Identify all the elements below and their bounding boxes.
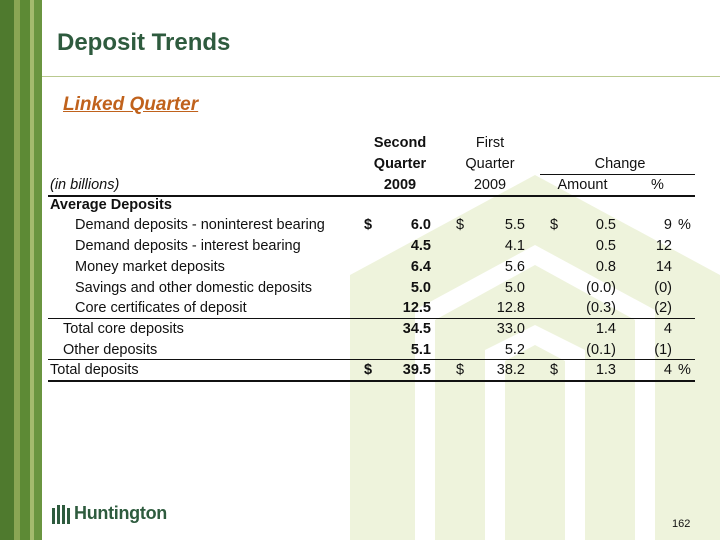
q1-value: 4.1	[504, 238, 525, 254]
q2-value: 39.5	[402, 362, 431, 378]
header-pct: %	[651, 177, 664, 193]
change-underline	[540, 174, 695, 175]
change-pct: 4	[663, 362, 672, 378]
subtotal-rule-top	[48, 318, 695, 319]
q2-value: 34.5	[402, 321, 431, 337]
q1-value: 33.0	[496, 321, 525, 337]
huntington-logo-icon	[52, 504, 70, 524]
huntington-logo: Huntington	[52, 503, 167, 524]
q2-value: 5.1	[410, 342, 431, 358]
q2-value: 6.0	[410, 217, 431, 233]
pct-suffix: %	[678, 217, 691, 233]
change-pct: (0)	[654, 280, 672, 296]
change-amount: 1.4	[595, 321, 616, 337]
q2-value: 5.0	[410, 280, 431, 296]
units-label: (in billions)	[50, 177, 120, 193]
change-pct: 9	[663, 217, 672, 233]
change-pct: 12	[655, 238, 672, 254]
header-q2-line2: Quarter	[373, 156, 427, 172]
row-label: Total deposits	[50, 362, 139, 378]
q1-currency: $	[456, 217, 465, 233]
change-pct: (2)	[654, 300, 672, 316]
q2-currency: $	[364, 217, 373, 233]
row-label: Money market deposits	[75, 259, 225, 275]
row-label: Demand deposits - noninterest bearing	[75, 217, 325, 233]
row-label: Savings and other domestic deposits	[75, 280, 312, 296]
q2-value: 12.5	[402, 300, 431, 316]
subtitle: Linked Quarter	[63, 94, 199, 115]
q2-value: 6.4	[410, 259, 431, 275]
change-amount: 0.5	[595, 238, 616, 254]
header-q1-line3: 2009	[473, 177, 507, 193]
watermark-logo	[350, 175, 720, 540]
page-number: 162	[672, 518, 691, 530]
change-currency: $	[550, 217, 559, 233]
header-amount: Amount	[557, 177, 608, 193]
change-amount: (0.3)	[586, 300, 616, 316]
row-label: Demand deposits - interest bearing	[75, 238, 301, 254]
q1-value: 5.0	[504, 280, 525, 296]
change-amount: 1.3	[595, 362, 616, 378]
header-q2-line3: 2009	[383, 177, 417, 193]
q1-value: 5.2	[504, 342, 525, 358]
q1-value: 38.2	[496, 362, 525, 378]
row-label: Other deposits	[63, 342, 158, 358]
q1-value: 5.5	[504, 217, 525, 233]
q1-value: 5.6	[504, 259, 525, 275]
header-divider	[42, 76, 720, 77]
change-amount: (0.1)	[586, 342, 616, 358]
change-amount: (0.0)	[586, 280, 616, 296]
q2-value: 4.5	[410, 238, 431, 254]
change-amount: 0.8	[595, 259, 616, 275]
change-currency: $	[550, 362, 559, 378]
logo-text: Huntington	[74, 503, 167, 523]
row-label: Total core deposits	[63, 321, 184, 337]
change-pct: 4	[663, 321, 672, 337]
header-rule	[48, 195, 695, 197]
change-pct: 14	[655, 259, 672, 275]
q1-currency: $	[456, 362, 465, 378]
section-label: Average Deposits	[50, 197, 172, 213]
change-pct: (1)	[654, 342, 672, 358]
total-rule	[48, 380, 695, 382]
pct-suffix: %	[678, 362, 691, 378]
row-label: Core certificates of deposit	[75, 300, 247, 316]
header-change: Change	[594, 156, 646, 172]
q1-value: 12.8	[496, 300, 525, 316]
header-q2-line1: Second	[373, 135, 427, 151]
q2-currency: $	[364, 362, 373, 378]
subtotal-rule-bottom	[48, 359, 695, 360]
left-stripes	[0, 0, 42, 540]
header-q1-line1: First	[475, 135, 505, 151]
change-amount: 0.5	[595, 217, 616, 233]
header-q1-line2: Quarter	[465, 156, 515, 172]
page-title: Deposit Trends	[57, 29, 231, 56]
